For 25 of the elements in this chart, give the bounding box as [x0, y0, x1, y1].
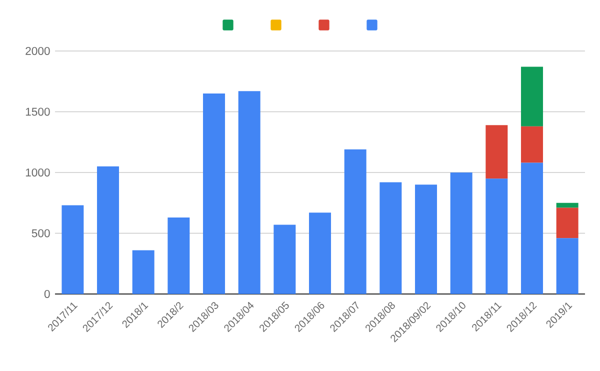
- bar: [556, 202, 578, 208]
- bar: [486, 178, 508, 294]
- bar: [203, 94, 226, 294]
- bar: [238, 91, 260, 294]
- bar: [62, 205, 84, 294]
- bar: [556, 238, 578, 294]
- bar: [274, 224, 296, 294]
- bar: [520, 126, 543, 163]
- bar: [415, 184, 437, 294]
- bar: [556, 208, 578, 238]
- y-tick-label: 2000: [26, 46, 50, 56]
- bar: [344, 149, 366, 294]
- bar: [486, 125, 508, 179]
- bar: [97, 166, 120, 294]
- bar: [450, 172, 472, 294]
- bar: [168, 217, 190, 294]
- bar: [309, 212, 331, 294]
- bar: [520, 66, 543, 126]
- y-tick-label: 500: [32, 229, 50, 238]
- bar: [132, 250, 154, 294]
- y-tick-label: 1000: [26, 168, 50, 176]
- bar: [520, 162, 543, 294]
- y-tick-label: 1500: [26, 108, 50, 116]
- y-tick-label: 0: [44, 290, 50, 298]
- bar: [380, 182, 402, 294]
